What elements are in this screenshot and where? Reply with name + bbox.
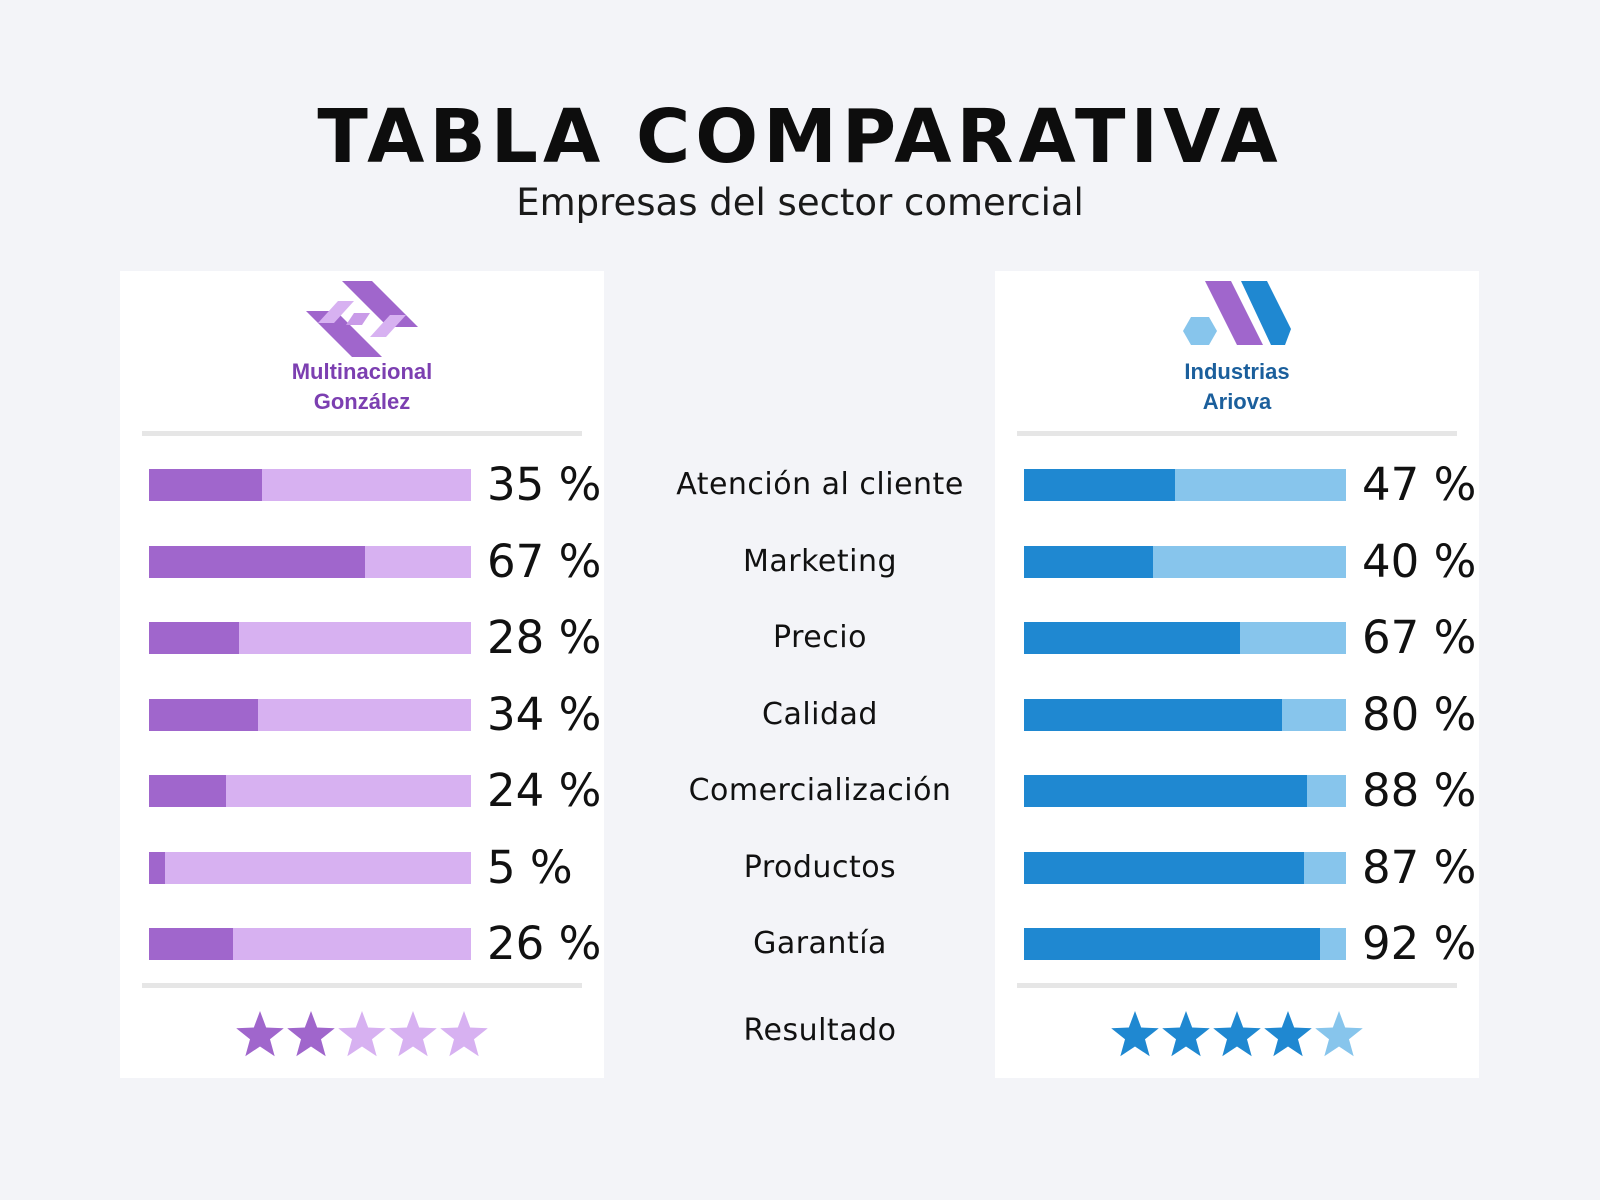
page-title: TABLA COMPARATIVA — [317, 94, 1283, 180]
data-label: 24 % — [487, 764, 602, 817]
data-label: 35 % — [487, 458, 602, 511]
rating-stars-ariova — [995, 1009, 1479, 1065]
category-label: Comercialización — [688, 773, 952, 808]
category-label: Calidad — [762, 696, 878, 732]
star-filled-icon — [1213, 1011, 1261, 1057]
bar-track — [1024, 698, 1346, 731]
category-label: Atención al cliente — [676, 467, 964, 502]
data-label: 47 % — [1362, 458, 1477, 511]
bar — [1024, 698, 1282, 731]
data-label: 87 % — [1362, 840, 1477, 894]
star-filled-icon — [1264, 1011, 1312, 1057]
bar-row: 28 % — [149, 612, 601, 664]
company-card-multinacional: Multinacional González 35 % 67 % 28 % 34 % 2… — [120, 271, 604, 1078]
bar — [149, 775, 227, 807]
data-label: 26 % — [487, 917, 602, 970]
star-filled-icon — [1162, 1011, 1210, 1057]
star-empty-icon — [338, 1011, 386, 1057]
company-name-line2: Ariova — [1202, 389, 1272, 414]
star-empty-icon — [389, 1011, 437, 1057]
bar-track — [149, 622, 471, 654]
bar — [1024, 928, 1321, 960]
data-label: 40 % — [1362, 534, 1477, 588]
bar-row: 67 % — [1024, 612, 1476, 664]
bar-row: 26 % — [149, 918, 601, 970]
result-label: Resultado — [743, 1013, 897, 1048]
company-card-ariova: Industrias Ariova 47 % 40 % 67 % 80 % 88 % 87… — [995, 271, 1479, 1078]
bar-row: 24 % — [149, 765, 601, 817]
data-label: 28 % — [487, 611, 602, 664]
bar-row: 67 % — [149, 535, 601, 587]
company-name-multinacional: Multinacional González — [120, 357, 604, 417]
bar-row: 47 % — [1024, 459, 1476, 511]
data-label: 34 % — [487, 687, 602, 741]
bar-track — [1024, 622, 1346, 654]
bar-track — [149, 775, 471, 807]
bar-row: 34 % — [149, 688, 601, 740]
divider — [1017, 983, 1457, 988]
star-filled-icon — [1111, 1011, 1159, 1057]
bar-track — [149, 851, 471, 884]
ribbon-logo-icon — [120, 281, 604, 361]
category-label: Garantía — [753, 926, 887, 961]
rating-stars-multinacional — [120, 1009, 604, 1065]
bar-row: 5 % — [149, 841, 589, 893]
divider — [142, 431, 582, 436]
page-subtitle: Empresas del sector comercial — [516, 181, 1084, 224]
bar — [149, 545, 365, 578]
bar-track — [149, 469, 471, 501]
m-logo-icon — [995, 281, 1479, 361]
bar-track — [149, 545, 471, 578]
data-label: 80 % — [1362, 687, 1477, 741]
bar — [1024, 622, 1240, 654]
star-filled-icon — [236, 1011, 284, 1057]
bar-track — [1024, 545, 1346, 578]
bar — [149, 851, 166, 884]
company-name-line2: González — [313, 389, 411, 414]
bar-row: 92 % — [1024, 918, 1476, 970]
data-label: 88 % — [1362, 764, 1477, 817]
bar-track — [1024, 775, 1346, 807]
bar — [1024, 469, 1176, 501]
bar-track — [149, 928, 471, 960]
bar — [1024, 851, 1305, 884]
bar — [1024, 775, 1308, 807]
bar — [1024, 545, 1153, 578]
bar-row: 35 % — [149, 459, 601, 511]
star-filled-icon — [287, 1011, 335, 1057]
data-label: 92 % — [1362, 917, 1477, 970]
bar — [149, 622, 240, 654]
star-empty-icon — [1315, 1011, 1363, 1057]
bar-track — [149, 698, 471, 731]
divider — [142, 983, 582, 988]
company-name-ariova: Industrias Ariova — [995, 357, 1479, 417]
bar-track — [1024, 469, 1346, 501]
category-label: Marketing — [742, 543, 898, 579]
bar-track — [1024, 851, 1346, 884]
bar — [149, 698, 259, 731]
data-label: 5 % — [487, 840, 573, 894]
bar-row: 87 % — [1024, 841, 1476, 893]
bar-row: 40 % — [1024, 535, 1476, 587]
company-name-line1: Multinacional — [291, 359, 433, 384]
category-label: Productos — [743, 849, 897, 885]
bar-row: 80 % — [1024, 688, 1476, 740]
bar-row: 88 % — [1024, 765, 1476, 817]
data-label: 67 % — [1362, 611, 1477, 664]
company-name-line1: Industrias — [1184, 359, 1290, 384]
category-label: Precio — [773, 620, 867, 655]
bar — [149, 928, 233, 960]
star-empty-icon — [440, 1011, 488, 1057]
bar — [149, 469, 262, 501]
bar-track — [1024, 928, 1346, 960]
data-label: 67 % — [487, 534, 602, 588]
divider — [1017, 431, 1457, 436]
